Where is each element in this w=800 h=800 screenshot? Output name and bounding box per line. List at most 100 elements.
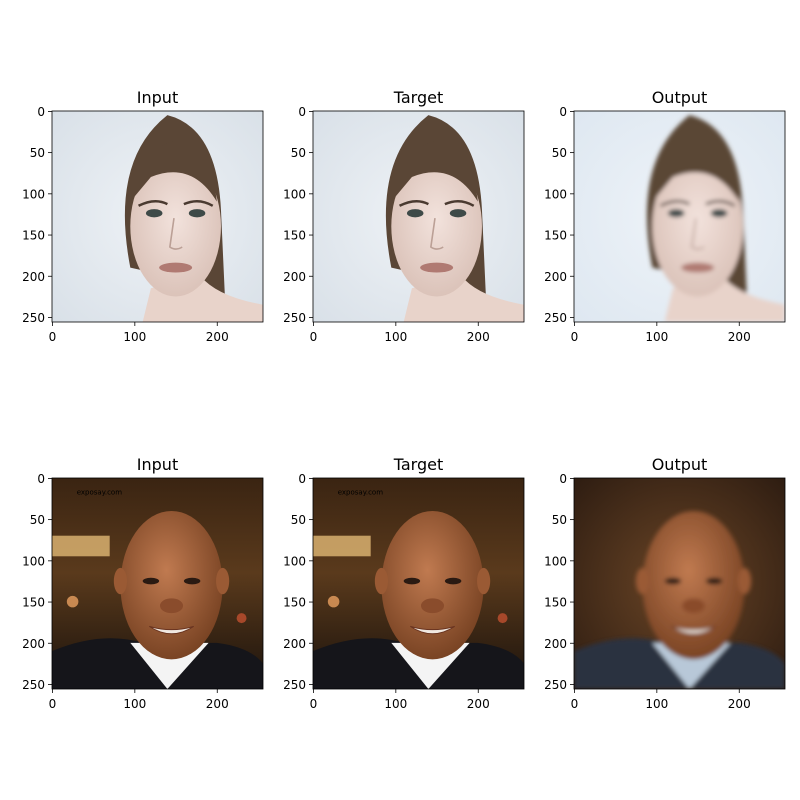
eye-left [664, 577, 682, 585]
axes-frame [573, 477, 786, 690]
y-tick-label: 0 [298, 472, 306, 486]
x-tick-label: 0 [49, 697, 57, 711]
axes-frame [312, 110, 525, 323]
x-tick-label: 100 [123, 697, 146, 711]
y-tick-label: 150 [283, 596, 306, 610]
eye-left [667, 209, 685, 218]
panel-r1-c1: Input 0 50 100 150 200 250 0 100 200 [22, 88, 264, 344]
y-tick-label: 100 [544, 554, 567, 568]
axes-frame [51, 110, 264, 323]
face-shape [120, 510, 223, 660]
y-tick-label: 0 [559, 472, 567, 486]
panel-title: Output [652, 88, 708, 107]
eye-left [403, 577, 421, 585]
lips [420, 262, 454, 273]
lips [681, 262, 715, 273]
eye-left [142, 577, 160, 585]
x-tick-label: 100 [645, 697, 668, 711]
y-tick-label: 50 [552, 146, 567, 160]
face-shape [652, 156, 743, 297]
y-tick-label: 0 [559, 105, 567, 119]
face-shape [130, 156, 221, 297]
y-tick-label: 100 [544, 187, 567, 201]
y-tick-label: 100 [283, 554, 306, 568]
watermark-text: exposay.com [338, 488, 383, 496]
lips [159, 262, 193, 273]
y-tick-label: 150 [283, 229, 306, 243]
x-tick-label: 100 [645, 330, 668, 344]
panel-r2-c3: Output 0 50 100 150 200 250 0 100 200 [544, 455, 786, 711]
x-tick-label: 0 [310, 697, 318, 711]
panel-title: Input [137, 88, 178, 107]
x-tick-label: 0 [571, 697, 579, 711]
portrait-image [574, 478, 785, 689]
y-tick-label: 150 [22, 229, 45, 243]
y-tick-label: 100 [22, 554, 45, 568]
fringe-shape [652, 139, 739, 202]
eye-right [183, 577, 201, 585]
y-tick-label: 50 [291, 513, 306, 527]
y-tick-label: 250 [283, 678, 306, 692]
y-tick-label: 0 [37, 472, 45, 486]
panel-r1-c2: Target 0 50 100 150 200 250 0 100 200 [283, 88, 525, 344]
y-tick-label: 250 [22, 678, 45, 692]
y-tick-label: 150 [544, 596, 567, 610]
x-tick-label: 200 [467, 697, 490, 711]
portrait-image: exposay.com [313, 478, 524, 689]
y-tick-label: 250 [544, 311, 567, 325]
eye-left [406, 209, 424, 218]
y-tick-label: 150 [544, 229, 567, 243]
axes-frame [312, 477, 525, 690]
y-tick-label: 200 [544, 637, 567, 651]
portrait-image: exposay.com [52, 478, 263, 689]
eye-left [145, 209, 163, 218]
x-tick-label: 100 [123, 330, 146, 344]
x-tick-label: 0 [310, 330, 318, 344]
panel-title: Input [137, 455, 178, 474]
x-tick-label: 200 [206, 697, 229, 711]
eye-right [710, 209, 728, 218]
y-tick-label: 100 [22, 187, 45, 201]
face-shape [391, 156, 482, 297]
y-tick-label: 200 [22, 270, 45, 284]
y-tick-label: 50 [30, 146, 45, 160]
x-tick-label: 200 [728, 697, 751, 711]
y-tick-label: 250 [22, 311, 45, 325]
mouth [148, 625, 195, 635]
y-tick-label: 200 [283, 637, 306, 651]
y-tick-label: 100 [283, 187, 306, 201]
y-tick-label: 200 [544, 270, 567, 284]
face-shape [381, 510, 484, 660]
x-tick-label: 200 [206, 330, 229, 344]
axes-frame [51, 477, 264, 690]
y-tick-label: 250 [544, 678, 567, 692]
face-shape [642, 510, 745, 660]
y-tick-label: 0 [298, 105, 306, 119]
x-tick-label: 200 [467, 330, 490, 344]
panel-title: Target [393, 455, 444, 474]
mouth [409, 625, 456, 635]
y-tick-label: 0 [37, 105, 45, 119]
panel-r1-c3: Output 0 50 100 150 200 250 0 100 200 [544, 88, 786, 344]
axes-frame [573, 110, 786, 323]
panel-title: Output [652, 455, 708, 474]
panel-r2-c2: Target exposay.com 0 50 100 150 200 250 0 100 200 [283, 455, 525, 711]
fringe-shape [130, 139, 217, 202]
x-tick-label: 100 [384, 330, 407, 344]
y-tick-label: 250 [283, 311, 306, 325]
x-tick-label: 0 [49, 330, 57, 344]
watermark-text: exposay.com [77, 488, 122, 496]
y-tick-label: 50 [291, 146, 306, 160]
x-tick-label: 100 [384, 697, 407, 711]
fringe-shape [391, 139, 478, 202]
eye-right [449, 209, 467, 218]
x-tick-label: 0 [571, 330, 579, 344]
y-tick-label: 50 [30, 513, 45, 527]
panel-title: Target [393, 88, 444, 107]
y-tick-label: 200 [283, 270, 306, 284]
mouth [670, 625, 717, 635]
y-tick-label: 150 [22, 596, 45, 610]
eye-right [705, 577, 723, 585]
panel-r2-c1: Input exposay.com 0 50 100 150 200 250 0 100 200 [22, 455, 264, 711]
